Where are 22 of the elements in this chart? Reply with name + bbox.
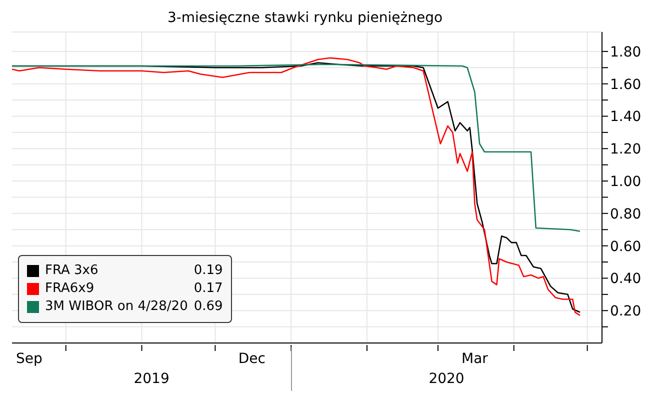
annotation: 0.17 [192, 280, 223, 298]
legend-label: FRA6x9 [45, 280, 94, 298]
legend-label: 3M WIBOR on 4/28/20 [45, 298, 188, 316]
text: 2019 [132, 371, 170, 387]
y-tick-label: 1.80 [610, 44, 642, 60]
y-tick-label: 1.60 [610, 76, 642, 93]
y-tick-label: 0.80 [610, 206, 642, 222]
chart-title: 3-miesięczne stawki rynku pieniężnego [166, 10, 444, 26]
x-tick-label: Sep [16, 351, 42, 367]
y-tick-label: 0.60 [610, 238, 642, 255]
legend-label: FRA 3x6 [45, 262, 98, 280]
x-tick-label: Mar [461, 351, 488, 367]
text: 2020 [428, 371, 466, 387]
x-tick-label: Dec [238, 351, 266, 367]
y-tick-label: 1.40 [610, 109, 642, 126]
annotation: 0.69 [192, 298, 223, 316]
y-tick-label: 0.40 [610, 271, 642, 288]
annotation: 0.19 [192, 262, 223, 280]
line-series [12, 64, 581, 232]
y-tick-label: 1.20 [610, 142, 642, 158]
y-tick-label: 1.00 [610, 174, 642, 190]
y-tick-label: 0.20 [610, 304, 642, 320]
